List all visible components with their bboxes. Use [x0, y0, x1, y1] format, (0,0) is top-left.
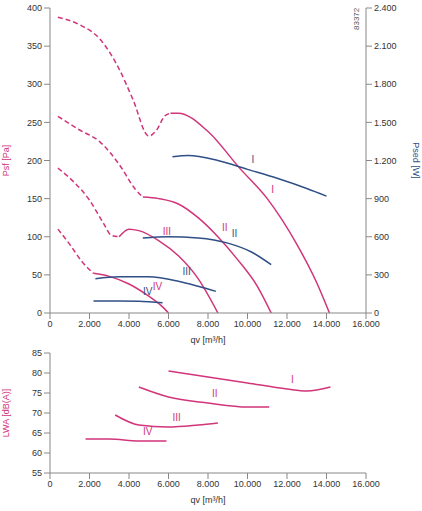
svg-text:14.000: 14.000 — [313, 319, 341, 329]
svg-text:LWA [dB(A)]: LWA [dB(A)] — [1, 389, 11, 438]
svg-text:III: III — [173, 412, 181, 423]
svg-text:10.000: 10.000 — [234, 479, 262, 489]
svg-text:Psed [W]: Psed [W] — [411, 142, 421, 179]
svg-text:0: 0 — [47, 479, 52, 489]
svg-text:12.000: 12.000 — [273, 319, 301, 329]
svg-text:1.200: 1.200 — [374, 156, 397, 166]
svg-text:2.000: 2.000 — [78, 319, 101, 329]
svg-text:400: 400 — [27, 3, 42, 13]
svg-text:6.000: 6.000 — [157, 479, 180, 489]
svg-text:55: 55 — [32, 468, 42, 478]
svg-text:Psf [Pa]: Psf [Pa] — [1, 145, 11, 177]
svg-text:2.000: 2.000 — [78, 479, 101, 489]
svg-text:II: II — [212, 388, 218, 399]
svg-text:300: 300 — [374, 270, 389, 280]
svg-text:60: 60 — [32, 448, 42, 458]
svg-text:0: 0 — [47, 319, 52, 329]
svg-text:III: III — [182, 266, 190, 277]
svg-text:900: 900 — [374, 194, 389, 204]
svg-text:70: 70 — [32, 408, 42, 418]
svg-text:12.000: 12.000 — [273, 479, 301, 489]
svg-text:8.000: 8.000 — [197, 479, 220, 489]
svg-text:80: 80 — [32, 368, 42, 378]
svg-text:100: 100 — [27, 232, 42, 242]
svg-text:50: 50 — [32, 270, 42, 280]
svg-text:qv [m³/h]: qv [m³/h] — [190, 335, 225, 345]
svg-text:75: 75 — [32, 388, 42, 398]
svg-text:2.400: 2.400 — [374, 3, 397, 13]
svg-text:14.000: 14.000 — [313, 479, 341, 489]
svg-text:4.000: 4.000 — [118, 319, 141, 329]
svg-text:IV: IV — [143, 286, 153, 297]
svg-text:300: 300 — [27, 79, 42, 89]
svg-text:85: 85 — [32, 348, 42, 358]
svg-text:150: 150 — [27, 194, 42, 204]
svg-text:8.000: 8.000 — [197, 319, 220, 329]
svg-text:2.100: 2.100 — [374, 41, 397, 51]
svg-text:IV: IV — [143, 426, 153, 437]
html-text:83372: 83372 — [352, 7, 361, 30]
svg-text:0: 0 — [37, 308, 42, 318]
svg-text:1.500: 1.500 — [374, 118, 397, 128]
svg-text:10.000: 10.000 — [234, 319, 262, 329]
svg-text:qv [m³/h]: qv [m³/h] — [190, 495, 225, 505]
svg-text:6.000: 6.000 — [157, 319, 180, 329]
svg-text:I: I — [271, 184, 274, 195]
svg-text:1.800: 1.800 — [374, 79, 397, 89]
svg-text:600: 600 — [374, 232, 389, 242]
svg-text:I: I — [291, 374, 294, 385]
svg-text:250: 250 — [27, 118, 42, 128]
svg-text:16.000: 16.000 — [352, 319, 380, 329]
svg-text:4.000: 4.000 — [118, 479, 141, 489]
svg-text:200: 200 — [27, 156, 42, 166]
svg-text:65: 65 — [32, 428, 42, 438]
svg-text:IV: IV — [153, 281, 163, 292]
svg-text:II: II — [222, 222, 228, 233]
svg-text:16.000: 16.000 — [352, 479, 380, 489]
svg-text:0: 0 — [374, 308, 379, 318]
svg-text:I: I — [252, 154, 255, 165]
svg-text:II: II — [232, 228, 238, 239]
svg-text:III: III — [163, 226, 171, 237]
svg-text:350: 350 — [27, 41, 42, 51]
